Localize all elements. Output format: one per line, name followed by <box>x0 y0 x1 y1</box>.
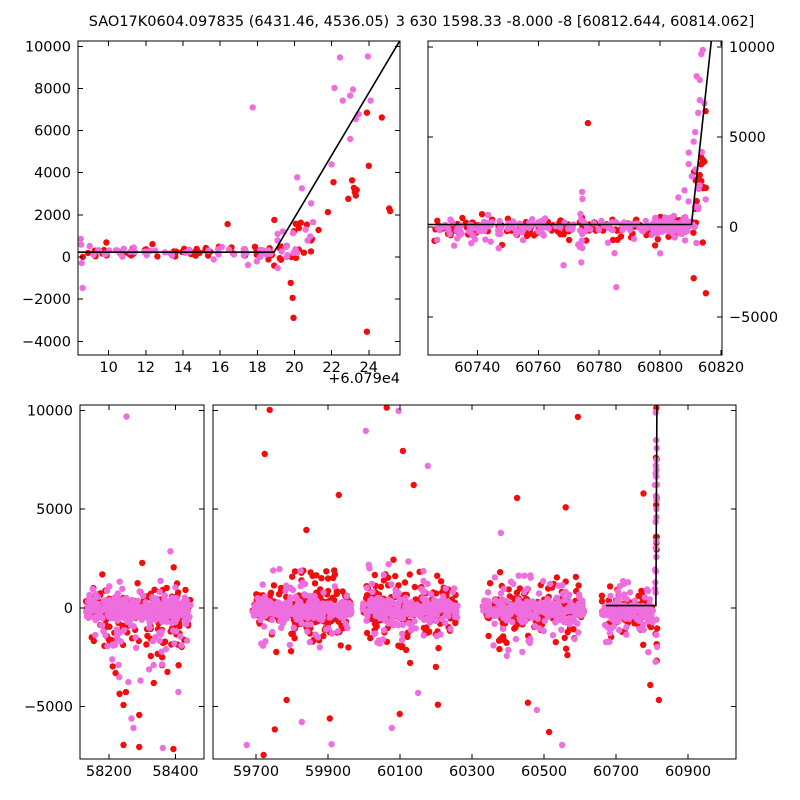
fit-line <box>78 41 400 253</box>
scatter-points-violet <box>83 413 194 752</box>
tick-marks <box>428 41 722 355</box>
scatter-points-red <box>431 107 710 297</box>
tick-marks <box>78 41 400 355</box>
x-tick-label: 58400 <box>152 764 198 780</box>
scatter-points-red <box>79 109 394 335</box>
x-tick-label: 60820 <box>698 360 744 376</box>
x-tick-label: 24 <box>360 360 378 376</box>
axes-frame <box>212 404 737 760</box>
y-tick-label: 0 <box>64 601 73 617</box>
y-tick-label: −5000 <box>729 310 778 326</box>
x-tick-label: 16 <box>211 360 229 376</box>
y-tick-label: 5000 <box>36 502 73 518</box>
x-tick-label: 60780 <box>576 360 622 376</box>
y-tick-label: 8000 <box>34 81 71 97</box>
axes-frame <box>427 40 723 356</box>
x-tick-label: 60740 <box>454 360 500 376</box>
x-tick-label: 59700 <box>233 764 279 780</box>
tick-labels: 10 12 14 16 18 20 22 24 −4000 −2000 0 2000 4000 6000 8… <box>22 39 378 376</box>
panel-top-right-title: 3 630 1598.33 -8.000 -8 [60812.644, 6081… <box>395 14 755 30</box>
panel-top-right: 60740 60760 60780 60800 60820 −5000 0 5000 10000 <box>427 40 778 376</box>
tick-marks <box>80 405 204 759</box>
y-tick-label: −5000 <box>24 700 73 716</box>
x-tick-label: 60500 <box>521 764 567 780</box>
y-tick-label: 10000 <box>729 40 775 56</box>
scatter-points-violet <box>78 53 374 292</box>
y-tick-label: −2000 <box>22 292 71 308</box>
fit-line <box>606 405 658 607</box>
x-tick-label: 60900 <box>665 764 711 780</box>
panel-bottom-right: 59700 59900 60100 60300 60500 60700 60900 <box>212 404 737 780</box>
x-tick-label: 60700 <box>593 764 639 780</box>
x-tick-label: 60760 <box>515 360 561 376</box>
y-tick-label: 10000 <box>25 39 71 55</box>
axes-frame <box>77 40 401 356</box>
x-tick-label: 60100 <box>377 764 423 780</box>
tick-labels: 59700 59900 60100 60300 60500 60700 60900 <box>233 764 711 780</box>
x-tick-label: 12 <box>137 360 155 376</box>
panel-top-left: 10 12 14 16 18 20 22 24 −4000 −2000 0 2000 4000 6000 8… <box>22 39 401 376</box>
x-tick-label: 60300 <box>449 764 495 780</box>
panel-top-left-title: SAO17K0604.097835 (6431.46, 4536.05) <box>88 14 390 30</box>
y-tick-label: 0 <box>62 250 71 266</box>
y-tick-label: 0 <box>729 220 738 236</box>
y-tick-label: 6000 <box>34 124 71 140</box>
scatter-points-red <box>249 405 663 759</box>
x-tick-label: 59900 <box>305 764 351 780</box>
tick-labels: 60740 60760 60780 60800 60820 −5000 0 5000 10000 <box>454 40 778 376</box>
x-tick-label: 10 <box>99 360 117 376</box>
y-tick-label: −4000 <box>22 334 71 350</box>
x-tick-label: 60800 <box>637 360 683 376</box>
axes-frame <box>79 404 205 760</box>
y-tick-label: 5000 <box>729 130 766 146</box>
panel-bottom-left: 58200 58400 −5000 0 5000 10000 <box>24 404 205 780</box>
tick-marks <box>213 405 736 759</box>
x-tick-label: 22 <box>322 360 340 376</box>
scatter-points-violet <box>434 46 709 291</box>
tick-labels: 58200 58400 −5000 0 5000 10000 <box>24 404 199 780</box>
y-tick-label: 4000 <box>34 166 71 182</box>
y-tick-label: 10000 <box>27 404 73 420</box>
fit-line <box>428 41 713 226</box>
y-tick-label: 2000 <box>34 208 71 224</box>
x-tick-label: 58200 <box>86 764 132 780</box>
scatter-points-violet <box>243 407 661 749</box>
x-tick-label: 18 <box>248 360 266 376</box>
x-axis-offset-label: +6.079e4 <box>328 371 400 387</box>
x-tick-label: 14 <box>174 360 192 376</box>
x-tick-label: 20 <box>285 360 303 376</box>
